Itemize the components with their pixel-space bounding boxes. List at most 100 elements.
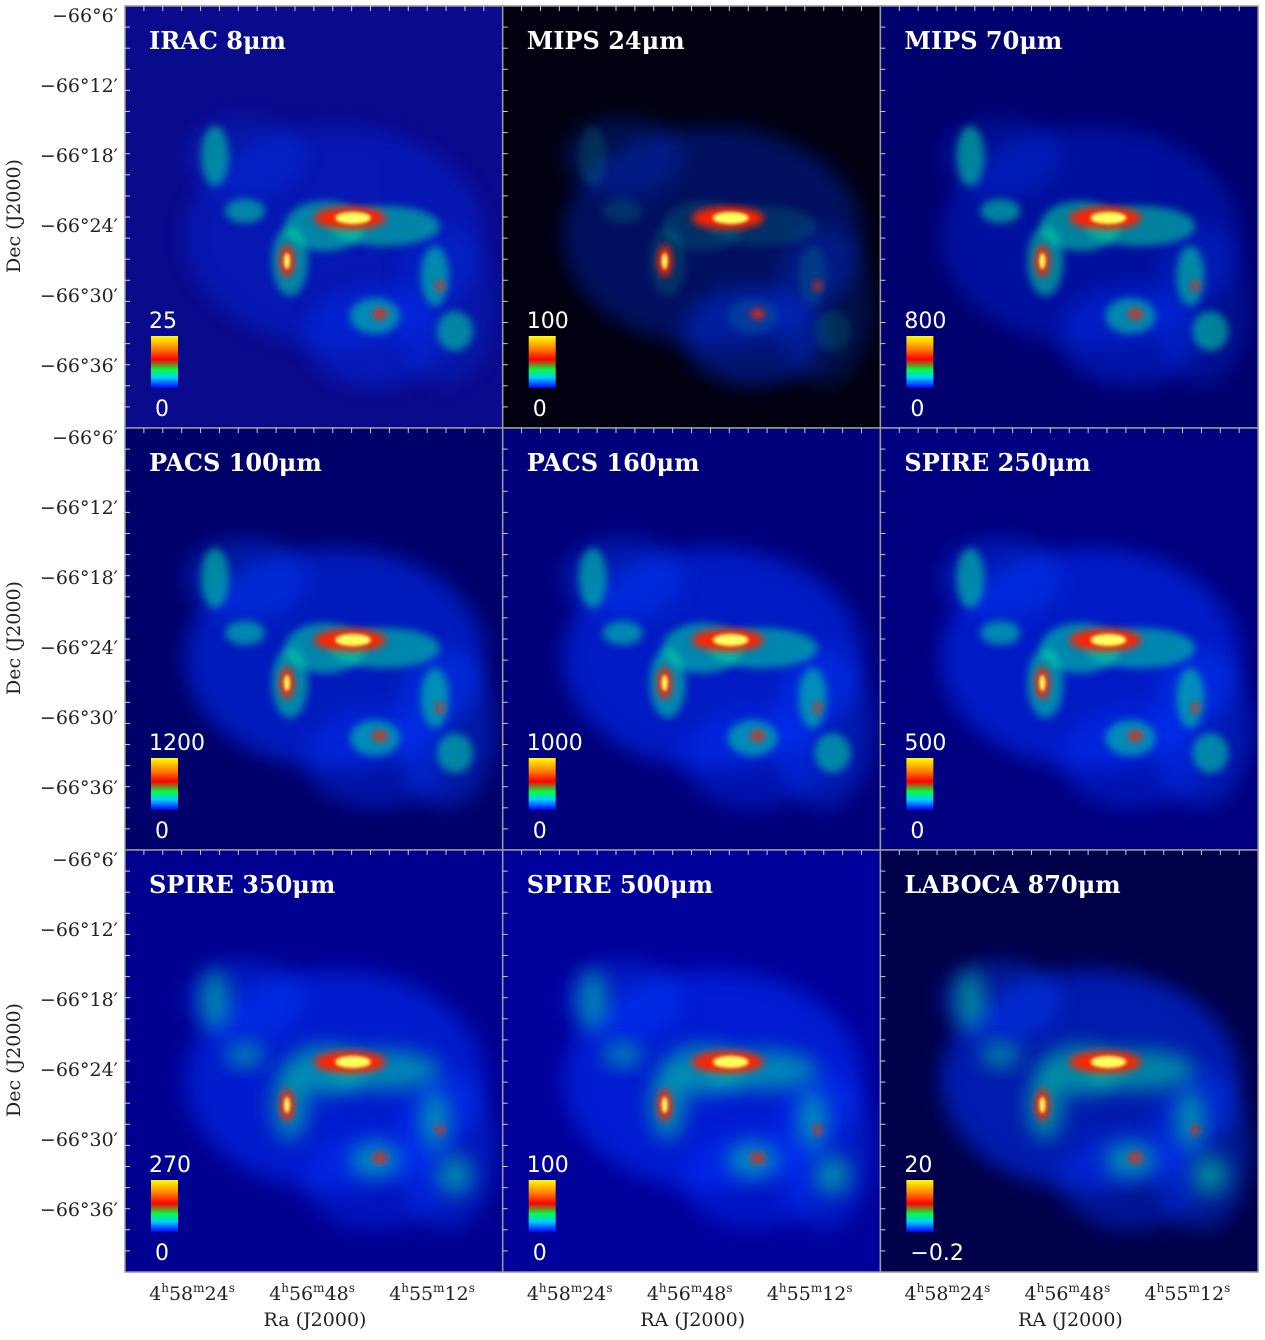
filament (437, 311, 473, 351)
number: 4 (767, 1283, 779, 1305)
emission-map (125, 6, 503, 428)
peak (1039, 253, 1046, 269)
peak (335, 634, 371, 646)
unit: s (349, 1281, 355, 1295)
peak (712, 212, 749, 224)
number: 58 (924, 1283, 948, 1305)
unit: h (659, 1281, 667, 1295)
diffuse-emission (1060, 1130, 1201, 1230)
colorbar-max: 1200 (149, 731, 205, 756)
x-tick-label: 4h56m48s (269, 1281, 355, 1305)
unit: m (313, 1281, 325, 1295)
filament (1176, 1090, 1205, 1150)
panel-title: MIPS 70μm (904, 26, 1062, 55)
filament (578, 548, 607, 608)
peak (284, 675, 290, 691)
image-panel: LABOCA 870μm 20 −0.2 (879, 849, 1259, 1273)
y-tick-label: −66°12′ (40, 497, 118, 519)
colorbar-max: 1000 (527, 731, 583, 756)
diffuse-emission (305, 708, 445, 808)
filament (980, 621, 1021, 645)
unit: m (691, 1281, 703, 1295)
dense-core (750, 1153, 765, 1163)
panel-title: PACS 160μm (527, 448, 700, 477)
dense-core (436, 703, 444, 713)
y-axis-label: Dec (J2000) (3, 159, 25, 273)
unit: h (1157, 1281, 1165, 1295)
peak (1090, 212, 1127, 224)
y-tick-label: −66°12′ (40, 75, 118, 97)
peak (335, 1056, 371, 1068)
number: 4 (1145, 1283, 1157, 1305)
filament (1192, 1155, 1229, 1195)
dense-core (813, 281, 822, 291)
number: 24 (205, 1283, 229, 1305)
number: 58 (547, 1283, 571, 1305)
colorbar-min: 0 (910, 397, 924, 422)
filament (956, 548, 985, 608)
peak (712, 634, 749, 646)
unit: m (571, 1281, 583, 1295)
diffuse-emission (682, 708, 823, 808)
filament (798, 1090, 827, 1150)
colorbar (528, 336, 556, 388)
x-axis-label: RA (J2000) (1018, 1309, 1123, 1331)
unit: h (1037, 1281, 1045, 1295)
x-axis-label: RA (J2000) (640, 1309, 745, 1331)
unit: s (229, 1281, 235, 1295)
image-panel: PACS 100μm 1200 0 (124, 427, 504, 851)
dense-core (750, 309, 765, 319)
y-tick-label: −66°6′ (52, 427, 118, 449)
x-tick-label: 4h55m12s (767, 1281, 853, 1305)
number: 4 (527, 1283, 539, 1305)
y-tick-label: −66°30′ (40, 707, 118, 729)
peak (1039, 675, 1046, 691)
y-tick-label: −66°18′ (40, 989, 118, 1011)
dense-core (1191, 1125, 1200, 1135)
dense-core (1191, 703, 1200, 713)
unit: h (539, 1281, 547, 1295)
emission-map (502, 428, 881, 850)
y-tick-label: −66°24′ (40, 1059, 118, 1081)
filament (201, 126, 229, 186)
y-tick-label: −66°18′ (40, 567, 118, 589)
panel-title: SPIRE 250μm (904, 448, 1090, 477)
colorbar-max: 20 (904, 1153, 932, 1178)
colorbar-max: 100 (527, 309, 569, 334)
dense-core (1128, 309, 1143, 319)
x-tick-label: 4h55m12s (389, 1281, 475, 1305)
filament (225, 199, 265, 223)
filament (578, 126, 607, 186)
peak (284, 1097, 290, 1113)
peak (335, 212, 371, 224)
unit: h (161, 1281, 169, 1295)
dense-core (436, 281, 444, 291)
number: 55 (1164, 1283, 1188, 1305)
emission-map (502, 850, 881, 1272)
filament (421, 1090, 449, 1150)
y-tick-label: −66°30′ (40, 1129, 118, 1151)
number: 4 (905, 1283, 917, 1305)
image-panel: MIPS 70μm 800 0 (879, 5, 1259, 429)
number: 48 (325, 1283, 349, 1305)
dense-core (373, 1153, 387, 1163)
filament (956, 126, 985, 186)
x-tick-label: 4h55m12s (1145, 1281, 1231, 1305)
diffuse-emission (682, 286, 823, 386)
emission-map (880, 850, 1259, 1272)
diffuse-emission (305, 286, 445, 386)
unit: s (1104, 1281, 1110, 1295)
dense-core (750, 731, 765, 741)
panel-title: LABOCA 870μm (904, 870, 1120, 899)
y-tick-label: −66°12′ (40, 919, 118, 941)
number: 56 (667, 1283, 691, 1305)
filament (798, 668, 827, 728)
filament (1176, 668, 1205, 728)
panel-title: SPIRE 350μm (149, 870, 335, 899)
colorbar-max: 25 (149, 309, 177, 334)
filament (201, 548, 229, 608)
number: 24 (582, 1283, 606, 1305)
unit: m (1069, 1281, 1081, 1295)
unit: s (606, 1281, 612, 1295)
colorbar (151, 1180, 178, 1232)
